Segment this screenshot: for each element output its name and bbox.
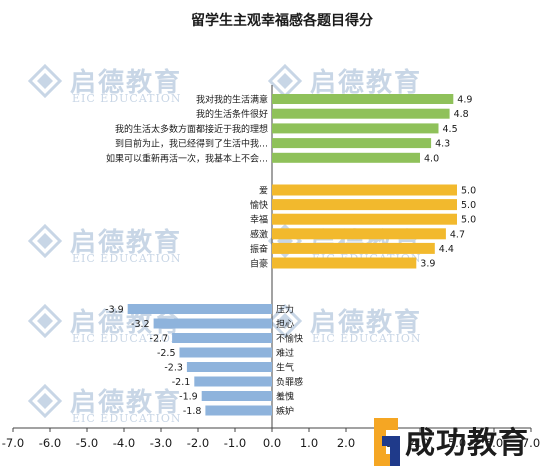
watermark-logo-icon (268, 304, 302, 338)
category-label: 如果可以重新再活一次，我基本上不会… (106, 152, 268, 164)
x-tick-label: -4.0 (113, 436, 135, 450)
category-label: 到目前为止，我已经得到了生活中我… (115, 138, 268, 150)
bar (272, 213, 457, 225)
bar (272, 242, 435, 254)
data-label: 3.9 (420, 259, 435, 270)
data-label: -1.8 (183, 406, 202, 417)
watermark-logo-icon (28, 224, 62, 258)
category-label: 自豪 (250, 258, 268, 270)
data-label: 4.3 (435, 139, 450, 150)
bar (186, 362, 272, 372)
category-label: 感激 (250, 228, 268, 240)
watermark-logo-icon (28, 64, 62, 98)
data-label: -2.5 (157, 348, 176, 359)
data-label: 4.4 (439, 244, 454, 255)
x-tick-label: 7.0 (522, 436, 540, 450)
data-label: -2.7 (150, 334, 169, 345)
brand-logo-icon (374, 418, 400, 466)
x-tick-label: -7.0 (2, 436, 24, 450)
category-label: 我的生活条件很好 (196, 108, 268, 120)
x-tick-label: 6.0 (485, 436, 503, 450)
data-label: -2.1 (172, 377, 191, 388)
category-label: 羞愧 (276, 391, 294, 403)
x-tick-label: -5.0 (76, 436, 98, 450)
data-label: -3.2 (131, 319, 150, 330)
x-tick-label: 5.0 (448, 436, 466, 450)
data-label: 4.9 (457, 95, 472, 106)
watermark-logo-icon (28, 384, 62, 418)
bar (272, 108, 450, 119)
bar (272, 123, 439, 134)
category-label: 不愉快 (276, 333, 303, 345)
data-label: 4.7 (450, 229, 465, 240)
bar (153, 318, 272, 329)
bar (272, 138, 432, 149)
data-label: 5.0 (461, 215, 476, 226)
bar (205, 405, 272, 416)
category-label: 振奋 (250, 243, 268, 255)
category-label: 嫉妒 (276, 405, 294, 417)
bar (179, 347, 272, 358)
data-label: 4.5 (443, 124, 458, 135)
data-label: 5.0 (461, 200, 476, 211)
data-label: -2.3 (164, 363, 183, 374)
category-label: 难过 (276, 347, 294, 359)
category-label: 负罪感 (276, 376, 303, 388)
bar (272, 184, 457, 196)
x-tick-label: 2.0 (337, 436, 355, 450)
x-tick-label: -1.0 (224, 436, 246, 450)
category-label: 幸福 (250, 214, 268, 226)
category-label: 我的生活太多数方面都接近于我的理想 (115, 123, 268, 135)
bar (272, 199, 457, 211)
x-tick-label: -2.0 (187, 436, 209, 450)
data-label: -3.9 (105, 305, 124, 316)
category-label: 我对我的生活满意 (196, 94, 268, 106)
x-tick-label: 0.0 (263, 436, 281, 450)
chart-title: 留学生主观幸福感各题目得分 (191, 12, 373, 29)
category-label: 压力 (276, 304, 294, 316)
bar (194, 376, 272, 387)
data-label: 4.0 (424, 153, 439, 164)
brand-label: 成功教育 (405, 426, 529, 461)
category-label: 爱 (259, 186, 268, 197)
x-tick-label: 1.0 (300, 436, 318, 450)
bar (272, 94, 454, 104)
x-tick-label: -6.0 (39, 436, 61, 450)
x-tick-label: 4.0 (411, 436, 429, 450)
bar (272, 228, 446, 240)
x-tick-label: -3.0 (150, 436, 172, 450)
data-label: -1.9 (179, 392, 198, 403)
category-label: 生气 (276, 362, 294, 374)
bar (172, 333, 272, 343)
bar (127, 304, 272, 314)
bar (201, 391, 272, 401)
data-label: 5.0 (461, 186, 476, 197)
category-label: 愉快 (250, 199, 268, 211)
bar (272, 257, 417, 269)
category-label: 担心 (276, 318, 294, 330)
data-label: 4.8 (454, 109, 469, 120)
watermark-logo-icon (28, 304, 62, 338)
bar (272, 152, 420, 163)
